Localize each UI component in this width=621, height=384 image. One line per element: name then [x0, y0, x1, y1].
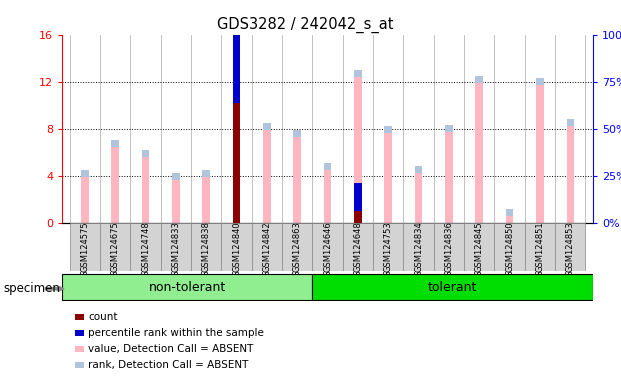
Bar — [354, 70, 361, 223]
Bar — [221, 223, 252, 271]
Bar — [294, 130, 301, 137]
Bar — [506, 209, 514, 216]
Bar — [343, 223, 373, 271]
Text: GSM124840: GSM124840 — [232, 222, 241, 272]
Bar — [202, 170, 210, 223]
Bar — [354, 70, 361, 77]
Bar — [172, 173, 179, 180]
Bar — [172, 173, 179, 223]
Bar — [445, 125, 453, 223]
Bar — [354, 211, 361, 223]
Bar — [445, 125, 453, 132]
Bar — [111, 141, 119, 223]
Bar — [384, 126, 392, 223]
Bar — [142, 150, 149, 157]
Bar — [525, 223, 555, 271]
Bar — [161, 223, 191, 271]
Bar — [282, 223, 312, 271]
Text: GSM124845: GSM124845 — [475, 222, 484, 272]
Bar — [566, 119, 574, 223]
Bar — [252, 223, 282, 271]
Bar — [324, 163, 332, 223]
Bar — [81, 170, 89, 177]
Bar — [433, 223, 464, 271]
Bar — [233, 176, 240, 183]
Text: GSM124853: GSM124853 — [566, 221, 575, 272]
Bar — [415, 166, 422, 223]
Bar — [494, 223, 525, 271]
Bar — [312, 274, 593, 300]
Text: GSM124838: GSM124838 — [202, 221, 211, 272]
Bar — [191, 223, 221, 271]
Text: GSM124833: GSM124833 — [171, 221, 180, 272]
Text: percentile rank within the sample: percentile rank within the sample — [88, 328, 264, 338]
Bar — [81, 170, 89, 223]
Bar — [100, 223, 130, 271]
Bar — [233, 176, 240, 223]
Bar — [294, 130, 301, 223]
Text: GSM124748: GSM124748 — [141, 221, 150, 272]
Text: GSM124675: GSM124675 — [111, 221, 120, 272]
Text: GSM124842: GSM124842 — [263, 222, 271, 272]
Text: GSM124648: GSM124648 — [353, 221, 363, 272]
Bar — [142, 150, 149, 223]
Text: GDS3282 / 242042_s_at: GDS3282 / 242042_s_at — [217, 17, 394, 33]
Text: tolerant: tolerant — [428, 281, 478, 293]
Bar — [415, 166, 422, 173]
Text: GSM124575: GSM124575 — [80, 222, 89, 272]
Text: non-tolerant: non-tolerant — [148, 281, 226, 293]
Bar — [476, 76, 483, 223]
Text: GSM124834: GSM124834 — [414, 221, 423, 272]
Bar — [233, 103, 240, 223]
Bar — [354, 183, 361, 211]
Bar — [324, 163, 332, 170]
Text: specimen: specimen — [3, 282, 60, 295]
Bar — [312, 223, 343, 271]
Text: value, Detection Call = ABSENT: value, Detection Call = ABSENT — [88, 344, 253, 354]
Bar — [373, 223, 404, 271]
Text: count: count — [88, 312, 118, 322]
Bar — [130, 223, 161, 271]
Bar — [506, 209, 514, 223]
Bar — [62, 274, 312, 300]
Bar — [566, 119, 574, 126]
Text: GSM124646: GSM124646 — [323, 221, 332, 272]
Bar — [404, 223, 433, 271]
Bar — [536, 78, 544, 85]
Bar — [70, 223, 100, 271]
Bar — [464, 223, 494, 271]
Bar — [233, 22, 240, 103]
Bar — [476, 76, 483, 83]
Text: GSM124850: GSM124850 — [505, 222, 514, 272]
Text: GSM124863: GSM124863 — [292, 221, 302, 272]
Bar — [111, 141, 119, 147]
Bar — [555, 223, 586, 271]
Text: rank, Detection Call = ABSENT: rank, Detection Call = ABSENT — [88, 360, 248, 370]
Bar — [384, 126, 392, 133]
Bar — [263, 123, 271, 130]
Text: GSM124836: GSM124836 — [445, 221, 453, 272]
Text: GSM124851: GSM124851 — [535, 222, 545, 272]
Bar — [202, 170, 210, 177]
Bar — [536, 78, 544, 223]
Bar — [263, 123, 271, 223]
Text: GSM124753: GSM124753 — [384, 221, 392, 272]
